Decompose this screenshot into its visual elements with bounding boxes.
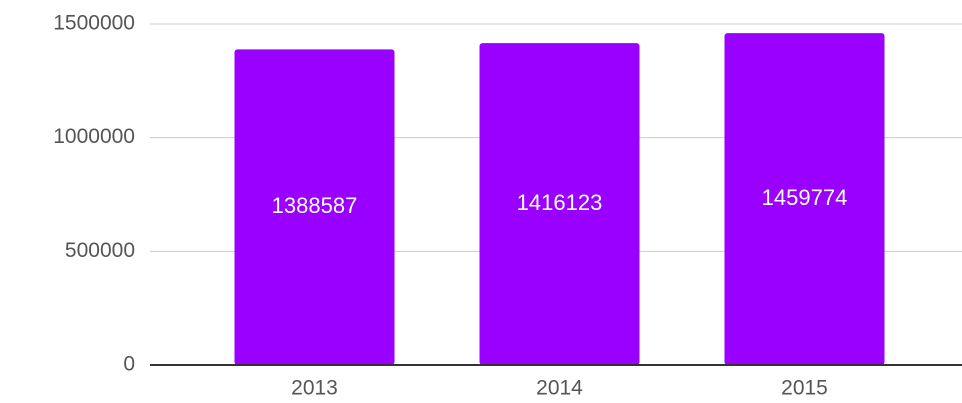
y-tick-label: 0 [123,353,135,376]
data-label: 1388587 [272,193,358,218]
bar [234,49,395,366]
bar [479,43,640,365]
y-tick-label: 1500000 [53,12,135,35]
data-label: 1416123 [517,190,603,215]
x-tick-label: 2015 [781,377,828,400]
bar [724,33,885,365]
x-tick-label: 2014 [536,377,583,400]
data-label: 1459774 [762,185,848,210]
y-tick-label: 500000 [65,239,135,262]
y-tick-label: 1000000 [53,125,135,148]
x-tick-label: 2013 [291,377,338,400]
